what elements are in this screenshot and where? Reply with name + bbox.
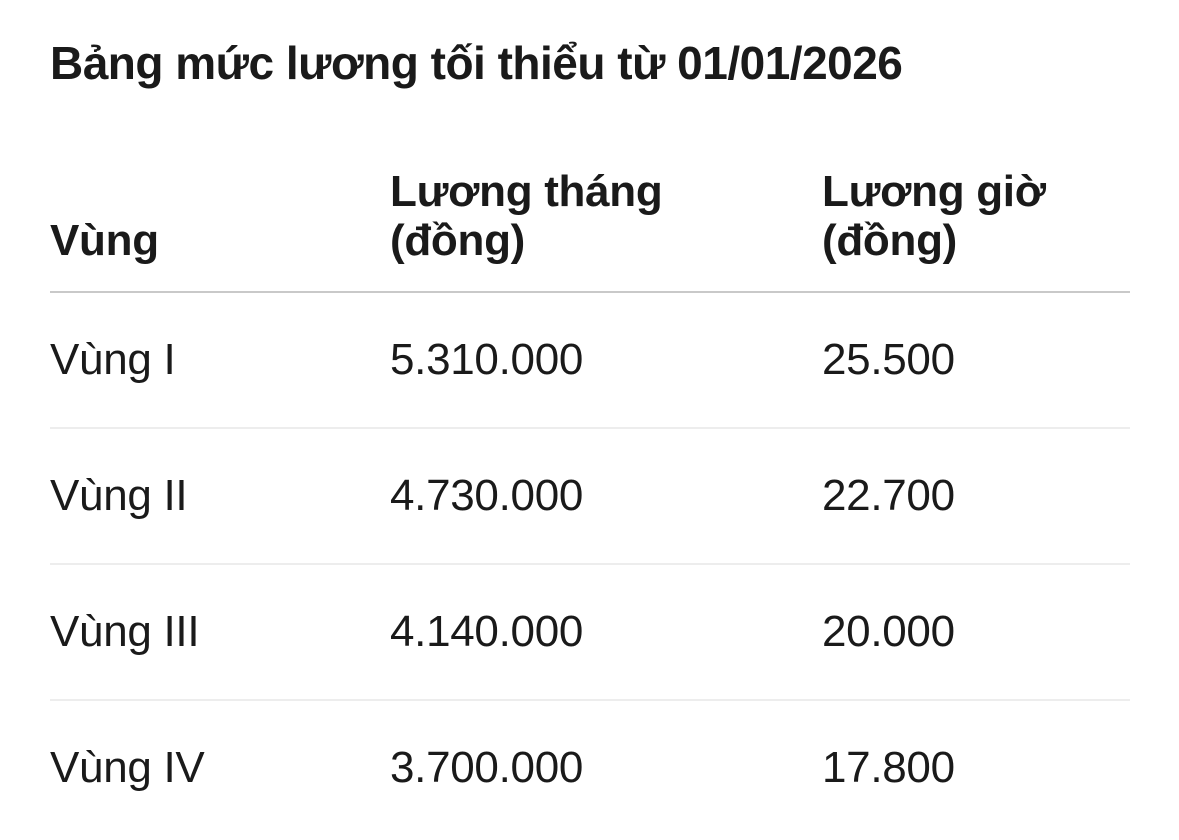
- table-row: Vùng II 4.730.000 22.700: [50, 428, 1130, 564]
- minimum-wage-table: Vùng Lương tháng (đồng) Lương giờ (đồng)…: [50, 167, 1130, 835]
- cell-monthly-wage: 4.730.000: [390, 470, 584, 520]
- cell-hourly-wage: 22.700: [822, 470, 955, 520]
- cell-hourly-wage: 20.000: [822, 606, 955, 656]
- cell-region: Vùng I: [50, 334, 176, 384]
- cell-monthly-wage: 4.140.000: [390, 606, 584, 656]
- table-row: Vùng III 4.140.000 20.000: [50, 564, 1130, 700]
- column-header-monthly-wage: Lương tháng (đồng): [390, 167, 822, 293]
- cell-region: Vùng II: [50, 470, 188, 520]
- table-row: Vùng I 5.310.000 25.500: [50, 292, 1130, 428]
- column-header-region: Vùng: [50, 167, 390, 293]
- column-header-hourly-wage: Lương giờ (đồng): [822, 167, 1130, 293]
- page-title: Bảng mức lương tối thiểu từ 01/01/2026: [50, 37, 903, 89]
- cell-hourly-wage: 17.800: [822, 742, 955, 792]
- cell-region: Vùng III: [50, 606, 200, 656]
- cell-monthly-wage: 5.310.000: [390, 334, 584, 384]
- table-row: Vùng IV 3.700.000 17.800: [50, 700, 1130, 835]
- cell-region: Vùng IV: [50, 742, 205, 792]
- cell-monthly-wage: 3.700.000: [390, 742, 584, 792]
- cell-hourly-wage: 25.500: [822, 334, 955, 384]
- table-header-row: Vùng Lương tháng (đồng) Lương giờ (đồng): [50, 167, 1130, 293]
